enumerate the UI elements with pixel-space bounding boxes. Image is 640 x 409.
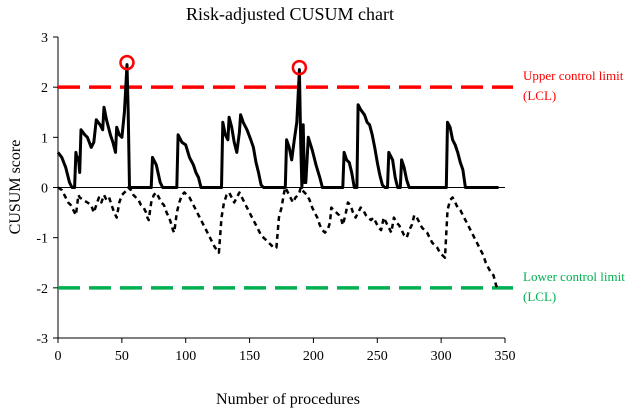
- x-tick-label: 300: [431, 349, 452, 364]
- x-tick-label: 100: [175, 349, 196, 364]
- x-tick-label: 150: [239, 349, 260, 364]
- lower-limit-sublabel: (LCL): [523, 289, 556, 304]
- x-tick-label: 250: [367, 349, 388, 364]
- x-tick-label: 350: [495, 349, 516, 364]
- control-limits: [58, 85, 513, 290]
- y-tick-label: 0: [41, 182, 48, 197]
- series-lines: [56, 63, 499, 289]
- chart-title: Risk-adjusted CUSUM chart: [186, 4, 394, 24]
- x-tick-label: 0: [55, 349, 62, 364]
- x-tick-label: 200: [303, 349, 324, 364]
- signal-marker-2: [291, 59, 308, 76]
- upper-limit-label: Upper control limit: [523, 68, 624, 83]
- y-tick-label: -2: [36, 282, 48, 297]
- x-axis-title: Number of procedures: [216, 391, 360, 408]
- axes: -3 -2 -1 0 1 2 3 0 50 100 150 200 250 300 350: [36, 31, 515, 364]
- signal-marker-1: [119, 54, 135, 71]
- y-tick-label: 3: [41, 31, 48, 46]
- x-tick-label: 50: [115, 349, 129, 364]
- y-axis-title: CUSUM score: [7, 140, 24, 235]
- lower-cusum-line: [57, 186, 499, 289]
- y-tick-label: -1: [36, 232, 48, 247]
- lower-limit-label: Lower control limit: [523, 269, 625, 284]
- limit-labels: Upper control limit (LCL) Lower control li…: [523, 68, 625, 304]
- upper-cusum-line: [56, 63, 499, 189]
- y-tick-label: 1: [41, 131, 48, 146]
- y-tick-label: 2: [41, 81, 48, 96]
- upper-limit-sublabel: (LCL): [523, 88, 556, 103]
- signal-markers: [119, 54, 308, 76]
- y-tick-label: -3: [36, 332, 48, 347]
